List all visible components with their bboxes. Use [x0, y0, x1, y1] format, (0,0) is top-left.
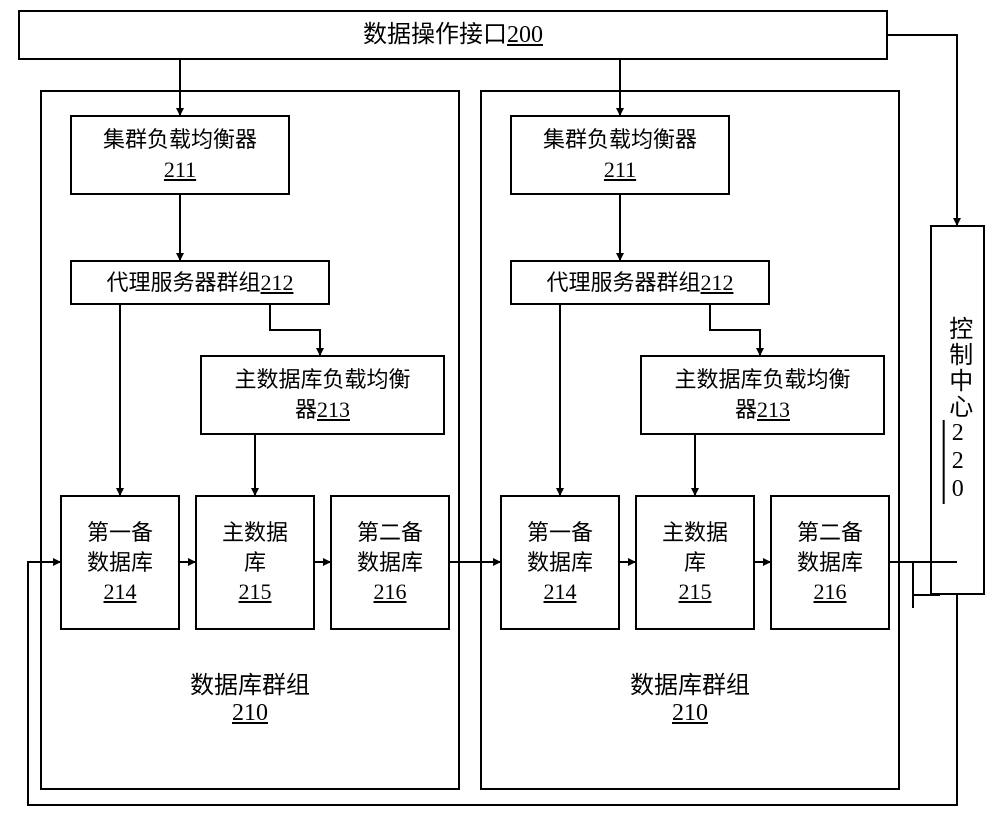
group-b-db3-l1: 第二备: [797, 518, 863, 548]
group-b-db2: 主数据 库 215: [635, 495, 755, 630]
node-header: 数据操作接口200: [18, 10, 888, 60]
group-a-db1-l1: 第一备: [87, 518, 153, 548]
group-b-mlb-ref: 213: [757, 397, 790, 422]
group-a-db2-ref: 215: [239, 577, 272, 607]
group-b-lb-ref: 211: [604, 155, 636, 185]
group-a-db1-ref: 214: [104, 577, 137, 607]
group-a-caption-label: 数据库群组: [40, 665, 460, 700]
diagram-canvas: 数据操作接口200 控制中心220 集群负载均衡器 211 代理服务器群组212…: [0, 0, 1000, 818]
group-b-db3-l2: 数据库: [797, 548, 863, 578]
group-b-db1-ref: 214: [544, 577, 577, 607]
group-b-caption-ref: 210: [480, 700, 900, 727]
group-b-lb-label: 集群负载均衡器: [543, 125, 697, 155]
group-a-proxy: 代理服务器群组212: [70, 260, 330, 305]
group-b-db1-l1: 第一备: [527, 518, 593, 548]
group-b-db2-ref: 215: [679, 577, 712, 607]
group-a-db1-l2: 数据库: [87, 548, 153, 578]
group-a-db1: 第一备 数据库 214: [60, 495, 180, 630]
group-b-mlb: 主数据库负载均衡 器213: [640, 355, 885, 435]
group-a-caption-ref: 210: [40, 700, 460, 727]
group-a-mlb-line1: 主数据库负载均衡: [234, 365, 410, 395]
group-a-lb-label: 集群负载均衡器: [103, 125, 257, 155]
group-b-proxy: 代理服务器群组212: [510, 260, 770, 305]
group-b-db3: 第二备 数据库 216: [770, 495, 890, 630]
group-b-db3-ref: 216: [814, 577, 847, 607]
group-b-caption: 数据库群组 210: [480, 665, 900, 727]
group-a-db3-l2: 数据库: [357, 548, 423, 578]
header-label: 数据操作接口: [363, 22, 507, 48]
group-a-db2: 主数据 库 215: [195, 495, 315, 630]
group-b-db1: 第一备 数据库 214: [500, 495, 620, 630]
group-a-db3-ref: 216: [374, 577, 407, 607]
group-a-mlb-line2: 器: [295, 397, 317, 422]
group-b-mlb-line2: 器: [735, 397, 757, 422]
group-b-db2-l1: 主数据: [662, 518, 728, 548]
group-a-db3: 第二备 数据库 216: [330, 495, 450, 630]
group-b-lb: 集群负载均衡器 211: [510, 115, 730, 195]
header-ref: 200: [507, 22, 543, 48]
group-a-proxy-label: 代理服务器群组: [106, 270, 260, 295]
group-a-mlb-ref: 213: [317, 397, 350, 422]
group-a-db3-l1: 第二备: [357, 518, 423, 548]
group-a-lb-ref: 211: [164, 155, 196, 185]
group-b-db1-l2: 数据库: [527, 548, 593, 578]
group-a-caption: 数据库群组 210: [40, 665, 460, 727]
control-center-ref: 220: [945, 420, 971, 504]
group-b-proxy-ref: 212: [701, 270, 734, 295]
group-a-lb: 集群负载均衡器 211: [70, 115, 290, 195]
control-center-label: 控制中心: [945, 316, 971, 420]
group-b-proxy-label: 代理服务器群组: [546, 270, 700, 295]
group-a-mlb: 主数据库负载均衡 器213: [200, 355, 445, 435]
group-b-caption-label: 数据库群组: [480, 665, 900, 700]
group-b-db2-l2: 库: [684, 548, 706, 578]
group-a-db2-l1: 主数据: [222, 518, 288, 548]
group-a-db2-l2: 库: [244, 548, 266, 578]
group-a-proxy-ref: 212: [261, 270, 294, 295]
node-control-center: 控制中心220: [930, 225, 985, 595]
group-b-mlb-line1: 主数据库负载均衡: [674, 365, 850, 395]
